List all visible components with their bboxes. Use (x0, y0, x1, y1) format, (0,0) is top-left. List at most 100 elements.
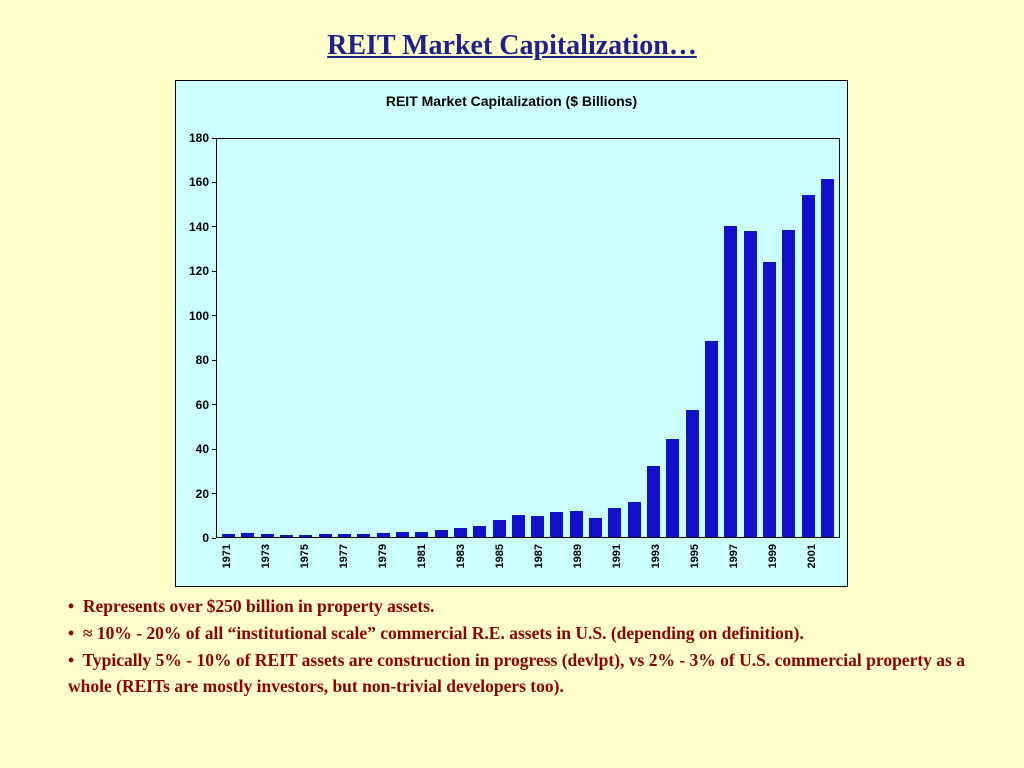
bar-1978 (357, 533, 371, 537)
y-tick: 160 (189, 175, 216, 189)
x-label-slot: 1985 (491, 542, 511, 584)
y-tick-mark (212, 448, 216, 450)
x-tick-label: 1977 (338, 544, 351, 569)
bar-2002 (820, 179, 834, 537)
x-label-slot: 1983 (452, 542, 472, 584)
bar-1988 (550, 511, 564, 537)
bar-slot (586, 139, 605, 537)
chart-title: REIT Market Capitalization ($ Billions) (385, 93, 638, 109)
x-label-slot (745, 542, 765, 584)
bar-slot (818, 139, 837, 537)
bar-1984 (473, 525, 487, 537)
x-tick-label: 1983 (455, 544, 468, 569)
x-label-slot: 1973 (257, 542, 277, 584)
bar-slot (528, 139, 547, 537)
x-label-slot (472, 542, 492, 584)
y-tick-mark (212, 404, 216, 406)
x-tick-label: 1999 (767, 544, 780, 569)
x-label-slot (667, 542, 687, 584)
x-label-slot: 1979 (374, 542, 394, 584)
y-axis: 0 20 40 60 80 100 120 140 160 180 (176, 131, 216, 545)
bar-1971 (222, 533, 236, 537)
y-tick-mark (212, 537, 216, 539)
bar-slot (509, 139, 528, 537)
chart-container: REIT Market Capitalization ($ Billions) … (175, 80, 848, 587)
bar-slot (470, 139, 489, 537)
y-tick: 100 (189, 309, 216, 323)
x-label-slot: 1995 (686, 542, 706, 584)
y-tick-mark (212, 270, 216, 272)
bar-slot (238, 139, 257, 537)
bar-slot (547, 139, 566, 537)
x-label-slot: 1993 (647, 542, 667, 584)
x-label-slot: 1991 (608, 542, 628, 584)
y-tick: 60 (196, 398, 216, 412)
bullet-item-3: • Typically 5% - 10% of REIT assets are … (68, 650, 965, 696)
bar-1987 (531, 515, 545, 537)
y-tick-label: 0 (202, 531, 209, 545)
x-label-slot (511, 542, 531, 584)
y-tick-label: 20 (195, 486, 209, 501)
y-tick-label: 140 (188, 219, 209, 234)
y-tick: 20 (196, 487, 216, 501)
x-label-slot: 1977 (335, 542, 355, 584)
x-label-slot (433, 542, 453, 584)
bar-1982 (434, 529, 448, 537)
bar-1985 (492, 519, 506, 537)
bar-slot (451, 139, 470, 537)
slide-title: REIT Market Capitalization… (327, 30, 697, 61)
x-tick-label: 1987 (533, 544, 546, 569)
y-tick-mark (212, 359, 216, 361)
x-label-slot: 1975 (296, 542, 316, 584)
plot-area (216, 138, 840, 538)
y-tick-mark (212, 315, 216, 317)
x-tick-label: 1971 (221, 544, 234, 569)
y-tick-label: 160 (188, 175, 209, 190)
y-tick-label: 120 (188, 264, 209, 279)
bar-slot (798, 139, 817, 537)
x-label-slot: 1997 (725, 542, 745, 584)
x-tick-label: 1985 (494, 544, 507, 569)
bullet-item-2: • ≈ 10% - 20% of all “institutional scal… (68, 623, 804, 643)
y-tick-label: 60 (195, 397, 209, 412)
y-tick-label: 100 (188, 308, 209, 323)
y-tick-mark (212, 181, 216, 183)
bar-slot (354, 139, 373, 537)
y-tick: 80 (196, 353, 216, 367)
bar-slot (760, 139, 779, 537)
bar-slot (625, 139, 644, 537)
bar-slot (683, 139, 702, 537)
x-tick-label: 1973 (260, 544, 273, 569)
x-label-slot (550, 542, 570, 584)
x-label-slot (823, 542, 843, 584)
bar-2001 (801, 194, 815, 537)
bar-1993 (647, 465, 661, 537)
bar-1983 (453, 527, 467, 537)
bullet-list: • Represents over $250 billion in proper… (68, 593, 978, 700)
y-tick-mark (212, 137, 216, 139)
y-tick-mark (212, 493, 216, 495)
x-label-slot: 1999 (764, 542, 784, 584)
bar-slot (644, 139, 663, 537)
bar-1991 (608, 508, 622, 537)
bar-slot (335, 139, 354, 537)
bar-slot (489, 139, 508, 537)
x-label-slot (277, 542, 297, 584)
x-label-slot (394, 542, 414, 584)
x-label-slot (316, 542, 336, 584)
bar-1989 (569, 511, 583, 537)
y-tick-mark (212, 226, 216, 228)
bar-slot (316, 139, 335, 537)
bar-slot (219, 139, 238, 537)
bar-1980 (395, 531, 409, 537)
bar-slot (277, 139, 296, 537)
x-tick-label: 1979 (377, 544, 390, 569)
bar-slot (412, 139, 431, 537)
y-tick-label: 180 (188, 131, 209, 145)
bar-slot (258, 139, 277, 537)
x-label-slot (355, 542, 375, 584)
x-label-slot: 2001 (803, 542, 823, 584)
bar-1977 (338, 533, 352, 537)
y-tick-label: 80 (195, 353, 209, 368)
